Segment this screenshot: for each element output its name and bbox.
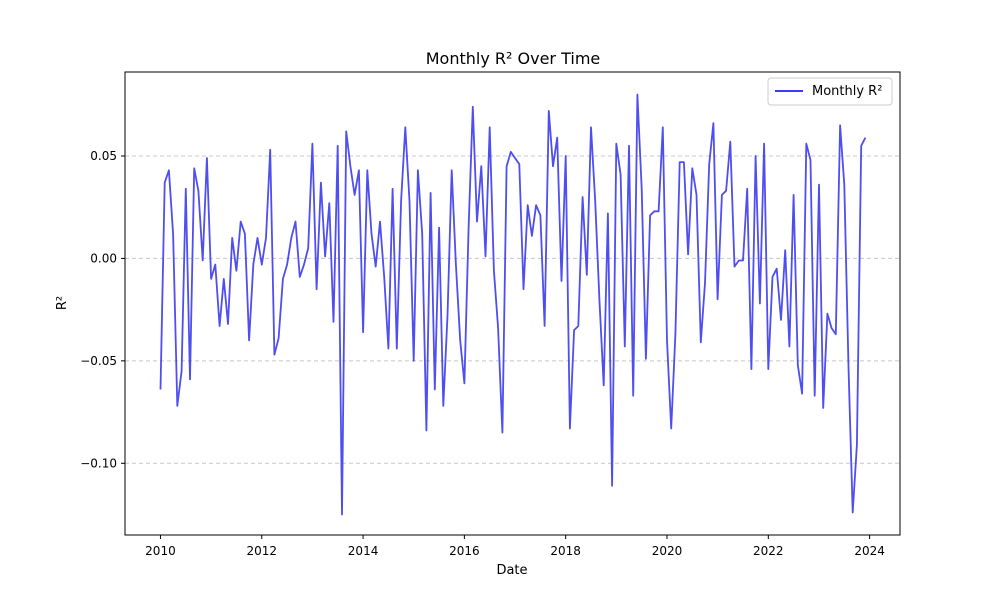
y-tick-label: 0.05 (90, 149, 117, 163)
legend-label: Monthly R² (812, 84, 882, 99)
x-tick-label: 2024 (854, 544, 885, 558)
x-tick-label: 2018 (550, 544, 581, 558)
x-tick-label: 2022 (753, 544, 784, 558)
legend-box (767, 77, 893, 106)
x-tick-label: 2020 (652, 544, 683, 558)
y-axis-ticks: −0.10 −0.05 0.00 0.05 (80, 149, 125, 470)
y-axis-label: R² (55, 296, 70, 310)
x-tick-label: 2016 (449, 544, 480, 558)
plot-frame (124, 71, 901, 536)
legend: Monthly R² (767, 77, 893, 106)
chart-title: Monthly R² Over Time (426, 49, 601, 68)
x-tick-label: 2012 (246, 544, 277, 558)
y-tick-label: −0.05 (80, 354, 117, 368)
x-axis-label: Date (496, 563, 527, 578)
x-tick-label: 2014 (348, 544, 379, 558)
x-tick-label: 2010 (145, 544, 176, 558)
x-axis-ticks: 2010 2012 2014 2016 2018 2020 2022 2024 (145, 535, 885, 558)
series-group (159, 93, 867, 516)
y-tick-label: −0.10 (80, 456, 117, 470)
series-line-monthly-r2 (159, 93, 867, 516)
y-tick-label: 0.00 (90, 251, 117, 265)
